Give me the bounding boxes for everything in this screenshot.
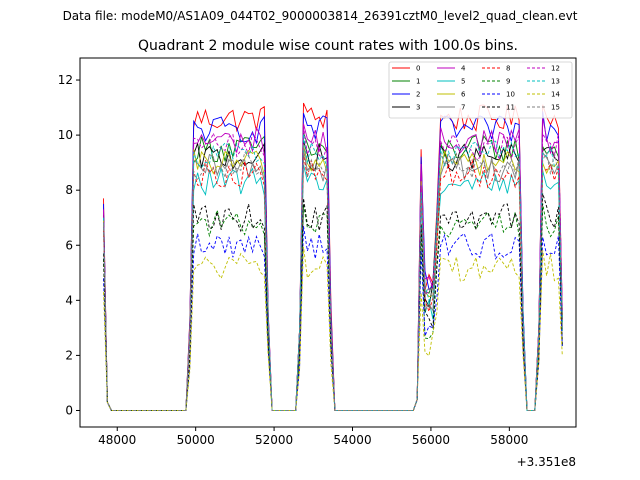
series-line-14 <box>103 246 563 411</box>
y-tick-label: 10 <box>58 128 73 142</box>
x-tick-label: 48000 <box>98 433 136 447</box>
x-axis: 48000 50000 52000 54000 56000 58000 <box>98 427 528 447</box>
x-tick-label: 54000 <box>333 433 371 447</box>
legend-label-6: 6 <box>461 91 466 99</box>
y-tick-label: 8 <box>65 183 73 197</box>
x-tick-label: 56000 <box>412 433 450 447</box>
y-tick-label: 2 <box>65 348 73 362</box>
legend-label-14: 14 <box>551 91 560 99</box>
legend-label-2: 2 <box>416 91 420 99</box>
legend-label-3: 3 <box>416 104 420 112</box>
legend-label-10: 10 <box>506 91 515 99</box>
legend-label-9: 9 <box>506 78 510 86</box>
legend-label-15: 15 <box>551 104 560 112</box>
x-axis-offset-label: +3.351e8 <box>517 455 576 469</box>
legend-label-1: 1 <box>416 78 420 86</box>
chart-title: Quadrant 2 module wise count rates with … <box>138 38 518 54</box>
x-tick-label: 52000 <box>255 433 293 447</box>
x-tick-label: 50000 <box>177 433 215 447</box>
chart-suptitle: Data file: modeM0/AS1A09_044T02_90000038… <box>63 9 578 23</box>
y-tick-label: 0 <box>65 403 73 417</box>
legend-label-13: 13 <box>551 78 560 86</box>
legend-frame <box>388 61 573 119</box>
series-line-11 <box>103 193 563 411</box>
y-tick-label: 6 <box>65 238 73 252</box>
legend-label-5: 5 <box>461 78 465 86</box>
plot-area-frame <box>79 57 577 428</box>
legend-label-8: 8 <box>506 65 510 73</box>
y-tick-label: 12 <box>58 73 73 87</box>
x-tick-label: 58000 <box>490 433 528 447</box>
y-axis: 0 2 4 6 8 10 12 <box>58 73 80 417</box>
y-tick-label: 4 <box>65 293 73 307</box>
legend-label-11: 11 <box>506 104 515 112</box>
legend-label-4: 4 <box>461 65 466 73</box>
legend-label-0: 0 <box>416 65 420 73</box>
series-group <box>103 102 563 411</box>
series-line-15 <box>103 144 563 411</box>
legend-label-7: 7 <box>461 104 465 112</box>
legend-label-12: 12 <box>551 65 560 73</box>
